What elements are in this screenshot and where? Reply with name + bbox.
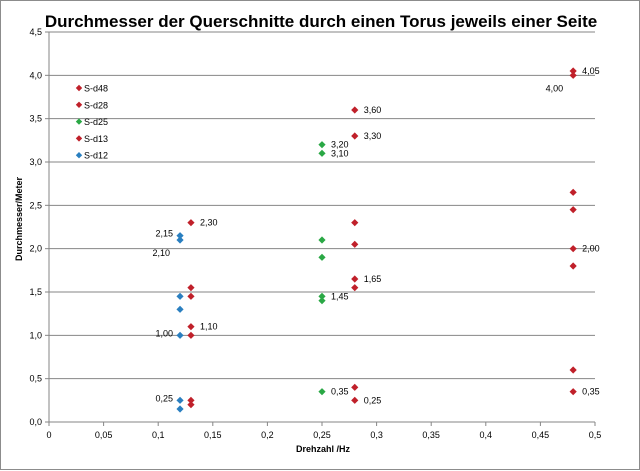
y-axis-label: Durchmesser/Meter	[14, 176, 24, 261]
legend-entry: S-d12	[84, 151, 108, 161]
point-s-d28	[351, 383, 359, 391]
x-tick-label: 0,15	[204, 430, 222, 440]
data-label: 2,30	[200, 218, 218, 228]
point-s-d12	[176, 405, 184, 413]
point-s-d28	[351, 396, 359, 404]
legend: S-d48 S-d28 S-d25 S-d13 S-d12	[75, 84, 108, 161]
point-s-d13	[187, 219, 195, 227]
chart-title: Durchmesser der Querschnitte durch einen…	[45, 12, 597, 31]
y-tick-label: 3,0	[29, 157, 42, 167]
data-label: 1,65	[364, 274, 382, 284]
data-label: 1,10	[200, 322, 218, 332]
data-label: 0,25	[364, 395, 382, 405]
point-s-d25	[318, 141, 326, 149]
data-label: 4,05	[582, 66, 600, 76]
point-s-d25	[318, 388, 326, 396]
x-tick-label: 0,45	[532, 430, 550, 440]
legend-marker	[75, 84, 83, 92]
point-s-d13	[187, 292, 195, 300]
point-s-d13	[187, 401, 195, 409]
point-s-d12	[176, 331, 184, 339]
data-label: 0,25	[156, 393, 174, 403]
y-tick-label: 0,0	[29, 417, 42, 427]
legend-entry: S-d13	[84, 134, 108, 144]
y-tick-label: 2,0	[29, 244, 42, 254]
data-label: 0,35	[582, 387, 600, 397]
point-s-d28	[351, 106, 359, 114]
data-label: 2,15	[156, 229, 174, 239]
data-points	[176, 67, 577, 413]
data-label: 3,30	[364, 131, 382, 141]
point-s-d25	[318, 292, 326, 300]
point-s-d13	[187, 396, 195, 404]
point-s-d25	[318, 149, 326, 157]
point-s-d48	[569, 262, 577, 270]
point-s-d12	[176, 305, 184, 313]
point-s-d48	[569, 188, 577, 196]
point-s-d28	[351, 240, 359, 248]
data-label: 3,10	[331, 148, 349, 158]
point-s-d13	[187, 323, 195, 331]
legend-marker	[75, 101, 83, 108]
legend-entry: S-d28	[84, 100, 108, 110]
data-label: 0,35	[331, 387, 349, 397]
y-tick-label: 4,0	[29, 70, 42, 80]
point-s-d48	[569, 206, 577, 214]
axes	[45, 31, 596, 426]
point-s-d48	[569, 67, 577, 75]
point-s-d48	[569, 245, 577, 253]
point-s-d25	[318, 297, 326, 305]
x-tick-label: 0,1	[152, 430, 165, 440]
data-labels: 4,05 4,00 2,00 0,35 3,60 3,30 1,65 0,25 3,203,10…	[153, 66, 600, 405]
y-tick-label: 1,5	[29, 287, 42, 297]
x-tick-label: 0,25	[313, 430, 331, 440]
point-s-d13	[187, 284, 195, 292]
point-s-d12	[176, 232, 184, 240]
legend-marker	[75, 152, 83, 159]
point-s-d48	[569, 71, 577, 79]
data-label: 3,60	[364, 105, 382, 115]
x-tick-label: 0	[46, 430, 51, 440]
legend-entry: S-d25	[84, 117, 108, 127]
point-s-d48	[569, 366, 577, 374]
point-s-d28	[351, 219, 359, 227]
data-label: 4,00	[546, 83, 564, 93]
x-tick-label: 0,35	[422, 430, 440, 440]
grid-lines	[49, 31, 595, 380]
point-s-d25	[318, 253, 326, 261]
tick-labels: 0,0 0,5 1,0 1,5 2,0 2,5 3,0 3,5 4,0 4,5 0 0,05 0,1 0,…	[29, 27, 601, 440]
y-tick-label: 0,5	[29, 374, 42, 384]
point-s-d12	[176, 236, 184, 244]
point-s-d12	[176, 396, 184, 404]
point-s-d28	[351, 132, 359, 140]
x-axis-label: Drehzahl /Hz	[296, 444, 351, 454]
data-label: 1,00	[156, 328, 174, 338]
point-s-d48	[569, 388, 577, 396]
point-s-d28	[351, 275, 359, 283]
y-tick-label: 3,5	[29, 114, 42, 124]
legend-marker	[75, 135, 83, 142]
x-tick-label: 0,4	[480, 430, 493, 440]
legend-entry: S-d48	[84, 84, 108, 94]
data-label: 2,10	[153, 248, 171, 258]
x-tick-label: 0,05	[95, 430, 113, 440]
x-tick-label: 0,2	[261, 430, 274, 440]
data-label: 3,20	[331, 140, 349, 150]
data-label: 1,45	[331, 291, 349, 301]
x-tick-label: 0,5	[589, 430, 602, 440]
y-tick-label: 1,0	[29, 330, 42, 340]
data-label: 2,00	[582, 244, 600, 254]
point-s-d28	[351, 284, 359, 292]
point-s-d12	[176, 292, 184, 300]
legend-marker	[75, 118, 83, 125]
y-tick-label: 2,5	[29, 200, 42, 210]
y-tick-label: 4,5	[29, 27, 42, 37]
x-tick-label: 0,3	[370, 430, 383, 440]
point-s-d13	[187, 331, 195, 339]
point-s-d25	[318, 236, 326, 244]
